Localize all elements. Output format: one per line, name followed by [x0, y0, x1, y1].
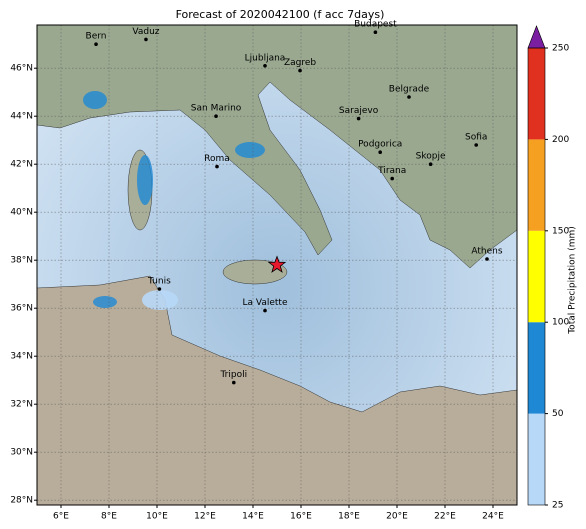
city-label: Ljubljana	[245, 53, 286, 63]
city-label: Bern	[86, 32, 107, 42]
colorbar-tick-label: 150	[552, 226, 569, 236]
city-dot	[378, 150, 383, 154]
lon-tick-label: 18°E	[338, 512, 360, 522]
colorbar-tick-label: 25	[552, 501, 563, 511]
lat-tick-label: 38°N	[10, 256, 33, 266]
city-label: San Marino	[191, 104, 242, 114]
lon-tick-label: 8°E	[101, 512, 117, 522]
lon-tick-label: 12°E	[194, 512, 216, 522]
colorbar-segment	[528, 230, 545, 323]
city-dot	[232, 380, 236, 385]
city-label: Sofia	[465, 133, 487, 143]
city-label: Tirana	[377, 166, 406, 176]
lat-tick-label: 32°N	[10, 400, 33, 410]
colorbar-tick-label: 200	[552, 135, 569, 145]
city-dot	[407, 95, 411, 99]
city-label: Zagreb	[284, 58, 316, 68]
city-label: Athens	[471, 247, 502, 257]
city-label: Roma	[204, 154, 230, 164]
city-dot	[485, 257, 489, 261]
lon-tick-label: 14°E	[242, 512, 264, 522]
lon-tick-label: 10°E	[146, 512, 168, 522]
colorbar-tick-label: 250	[552, 44, 569, 54]
city-dot	[215, 164, 219, 169]
colorbar-tick-label: 100	[552, 318, 569, 328]
city-dot	[157, 287, 162, 291]
city-dot	[373, 30, 378, 34]
colorbar-frame	[527, 47, 546, 506]
lat-tick-label: 46°N	[10, 64, 33, 74]
lat-tick-label: 40°N	[10, 208, 33, 218]
city-label: Tripoli	[219, 370, 247, 380]
title: Forecast of 2020042100 (f acc 7days)	[176, 8, 385, 21]
lon-tick-label: 16°E	[290, 512, 312, 522]
lon-tick-label: 20°E	[386, 512, 408, 522]
city-dot	[144, 37, 148, 42]
city-label: Skopje	[416, 152, 446, 162]
lon-tick-label: 6°E	[53, 512, 69, 522]
city-label: La Valette	[243, 298, 288, 308]
city-dot	[390, 176, 395, 181]
city-label: Podgorica	[358, 140, 402, 150]
city-dot	[428, 162, 433, 166]
city-label: Belgrade	[389, 85, 430, 95]
colorbar-extend	[527, 25, 546, 49]
lat-tick-label: 30°N	[10, 448, 33, 458]
lat-tick-label: 28°N	[10, 496, 33, 506]
colorbar-segment	[528, 139, 545, 231]
colorbar-tick-label: 50	[552, 409, 564, 419]
city-dot	[474, 143, 479, 147]
lat-tick-label: 42°N	[10, 160, 33, 170]
city-dot	[263, 308, 267, 313]
city-label: Tunis	[147, 277, 171, 287]
lat-tick-label: 34°N	[10, 352, 33, 362]
location-star	[267, 255, 287, 273]
colorbar-label: Total Precipitation (mm)	[568, 226, 578, 335]
city-dot	[298, 68, 302, 73]
city-label: Vaduz	[132, 27, 159, 37]
colorbar-segment	[528, 48, 545, 140]
city-label: Sarajevo	[339, 106, 379, 116]
city-dot	[94, 42, 98, 46]
city-dot	[263, 64, 267, 68]
lon-tick-label: 24°E	[482, 512, 504, 522]
lat-tick-label: 36°N	[10, 304, 33, 314]
map-frame	[36, 24, 518, 506]
lat-tick-label: 44°N	[10, 112, 33, 122]
city-dot	[356, 116, 361, 121]
lon-tick-label: 22°E	[434, 512, 456, 522]
colorbar-segment	[528, 413, 545, 505]
colorbar-segment	[528, 322, 545, 414]
city-dot	[214, 114, 218, 118]
